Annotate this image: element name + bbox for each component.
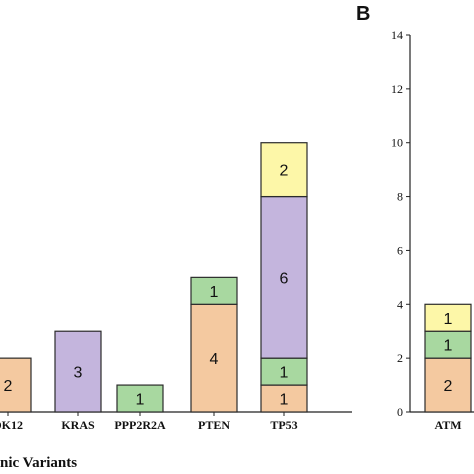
a-bar-tp53-seg-1 [260,357,308,386]
a-bar-kras-seg-0 [54,330,102,413]
a-data-label: 1 [280,365,289,382]
a-data-label: 4 [210,351,219,368]
y-tick-label: 8 [397,190,403,204]
a-tick-label: PPP2R2A [114,418,166,432]
b-data-label: 2 [444,378,453,395]
a-data-label: 2 [4,378,13,395]
a-tick-label: TP53 [270,418,297,432]
a-bar-tp53-seg-2 [260,195,308,359]
y-tick-label: 10 [391,136,403,150]
y-tick-label: 0 [397,405,403,419]
x-axis-label: nic Variants [0,455,77,471]
a-tick-label: KRAS [61,418,95,432]
chart-panel-b: B 0 2 4 6 8 10 12 14 2 1 1 ATM [356,3,474,432]
b-bar-atm-seg-0 [424,357,472,413]
y-tick-label: 14 [391,28,403,42]
b-tick-label: ATM [434,418,461,432]
a-data-label: 1 [210,284,219,301]
a-data-label: 1 [280,392,289,409]
a-data-label: 2 [280,163,289,180]
a-tick-label: DK12 [0,418,23,432]
a-data-label: 3 [74,365,83,382]
y-tick-label: 2 [397,351,403,365]
b-data-label: 1 [444,311,453,328]
panel-label-b: B [356,3,370,25]
a-bar-dk12-seg-0 [0,357,32,413]
y-tick-label: 4 [397,297,403,311]
chart-panel-a: 2 DK12 3 KRAS 1 PPP2R2A 4 1 PTEN 1 1 6 2 TP53 nic Vari… [0,142,352,471]
a-tick-label: PTEN [198,418,230,432]
a-bar-pten-seg-1 [190,276,238,305]
a-bar-tp53-seg-0 [260,384,308,413]
y-tick-label: 12 [391,82,403,96]
y-tick-label: 6 [397,243,403,257]
b-bar-atm-seg-2 [424,303,472,332]
a-bar-pten-seg-0 [190,303,238,413]
a-bar-ppp2r2a-seg-0 [116,384,164,413]
a-data-label: 1 [136,392,145,409]
a-bar-tp53-seg-3 [260,142,308,198]
a-data-label: 6 [280,270,289,287]
b-bar-atm-seg-1 [424,330,472,359]
b-data-label: 1 [444,338,453,355]
